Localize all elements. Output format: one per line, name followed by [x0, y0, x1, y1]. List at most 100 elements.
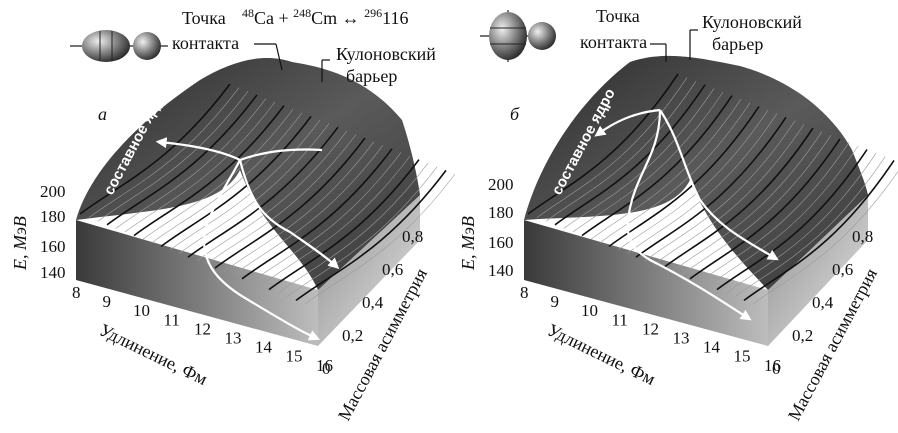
- mesh-line: [554, 84, 706, 226]
- mesh-line: [259, 155, 411, 287]
- y-tick: 0,8: [402, 227, 423, 246]
- coulomb-barrier-label-2: барьер: [346, 66, 397, 86]
- y-tick: 0,4: [362, 293, 384, 312]
- x-axis-ticks: 8 9 10 11 12 13 14 15 16: [520, 283, 781, 375]
- mesh-line: [698, 142, 850, 283]
- x-tick: 15: [286, 347, 303, 366]
- z-axis-label: E, МэВ: [458, 216, 478, 271]
- mesh-line: [653, 124, 805, 265]
- mesh-line: [160, 115, 312, 248]
- mesh-line: [536, 77, 688, 218]
- energy-surface: [524, 55, 868, 291]
- panel-letter: б: [510, 104, 520, 124]
- box-side-face: [76, 220, 318, 346]
- mesh-line: [725, 153, 877, 294]
- y-tick: 0,2: [792, 326, 813, 345]
- mesh-line: [250, 152, 402, 283]
- x-tick: 14: [255, 338, 273, 357]
- quasi-fission-trajectory-2: [238, 159, 340, 269]
- z-tick: 200: [488, 175, 514, 194]
- mesh-line: [205, 134, 357, 265]
- mesh-line: [187, 126, 339, 258]
- mesh-line: [232, 145, 384, 276]
- mesh-line: [662, 127, 814, 269]
- y-tick: 0,4: [812, 293, 834, 312]
- mesh-line: [599, 102, 751, 244]
- coulomb-barrier-label-2: барьер: [712, 34, 763, 54]
- mesh-line: [106, 94, 258, 226]
- mesh-line: [734, 156, 886, 298]
- mesh-line: [626, 113, 778, 254]
- x-tick: 8: [72, 283, 81, 302]
- box-front-face: [768, 195, 868, 346]
- coulomb-barrier-label-1: Кулоновский: [336, 44, 436, 64]
- z-tick: 140: [40, 263, 66, 282]
- mesh-line: [88, 87, 240, 218]
- z-tick: 140: [488, 261, 514, 280]
- mesh-line: [716, 149, 868, 291]
- quasi-fission-trajectory: [202, 159, 321, 341]
- mesh-line: [97, 91, 249, 222]
- energy-surface: [76, 58, 420, 290]
- x-tick: 11: [612, 310, 628, 329]
- mesh-line: [590, 99, 742, 240]
- z-tick: 180: [488, 203, 514, 222]
- mesh-line: [115, 98, 267, 229]
- x-tick: 11: [164, 310, 180, 329]
- x-tick: 12: [194, 319, 211, 338]
- panel-letter: а: [98, 104, 107, 124]
- x-tick: 10: [133, 301, 150, 320]
- contact-point-label-1: Точка: [596, 6, 640, 26]
- surface-mesh: [527, 73, 898, 305]
- mesh-line: [635, 116, 787, 258]
- panel-a: Точка контакта 48Ca + 248Cm ↔ 296116 Кул…: [10, 6, 456, 424]
- x-tick: 13: [673, 329, 690, 348]
- mesh-line: [268, 159, 420, 291]
- z-axis-label: E, МэВ: [10, 216, 30, 271]
- y-tick: 0,2: [342, 326, 363, 345]
- z-tick: 200: [40, 182, 66, 201]
- mesh-line: [752, 170, 898, 305]
- mesh-line: [295, 169, 447, 302]
- mesh-line: [277, 163, 429, 294]
- mesh-line: [608, 105, 760, 248]
- reaction-equation: 48Ca + 248Cm ↔ 296116: [242, 6, 409, 28]
- z-tick: 160: [488, 233, 514, 252]
- x-tick: 8: [520, 283, 529, 302]
- mesh-line: [223, 141, 375, 272]
- mesh-line: [680, 135, 832, 276]
- mesh-line: [286, 166, 438, 298]
- y-tick: 0: [322, 359, 331, 378]
- mesh-line: [79, 83, 231, 215]
- box-front-face: [318, 195, 420, 346]
- y-axis-ticks: 0 0,2 0,4 0,6 0,8: [322, 227, 423, 378]
- x-tick: 9: [103, 292, 112, 311]
- surface-mesh: [79, 83, 456, 305]
- x-tick: 15: [734, 347, 751, 366]
- coulomb-barrier-label-1: Кулоновский: [702, 12, 802, 32]
- mesh-line: [527, 73, 679, 215]
- fusion-trajectory: [594, 108, 661, 137]
- mesh-line: [304, 173, 456, 305]
- quasi-fission-trajectory: [626, 109, 752, 321]
- mesh-line: [644, 120, 796, 262]
- y-tick: 0,6: [832, 260, 853, 279]
- z-tick: 180: [40, 207, 66, 226]
- mesh-line: [124, 101, 276, 233]
- mesh-line: [563, 88, 715, 229]
- mesh-line: [581, 95, 733, 237]
- x-tick: 12: [642, 319, 659, 338]
- mesh-line: [214, 137, 366, 269]
- x-tick: 9: [551, 292, 560, 311]
- z-tick: 160: [40, 237, 66, 256]
- mesh-line: [689, 138, 841, 280]
- contact-point-label-2: контакта: [172, 33, 239, 53]
- mesh-line: [617, 109, 769, 251]
- y-tick: 0: [772, 359, 781, 378]
- mesh-line: [743, 159, 895, 302]
- nuclei-contact-icon: [480, 10, 556, 62]
- mesh-line: [671, 131, 823, 272]
- x-tick: 16: [316, 356, 333, 375]
